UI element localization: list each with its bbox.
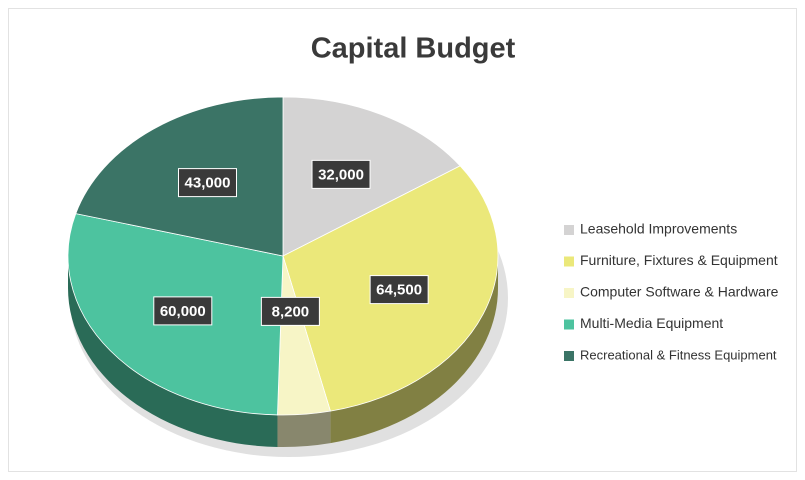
data-label: 32,000: [318, 166, 364, 183]
data-label: 64,500: [376, 282, 422, 299]
chart-title: Capital Budget: [311, 33, 516, 65]
label-bg: [177, 168, 237, 198]
legend-label: Recreational & Fitness Equipment: [580, 347, 777, 362]
data-label: 60,000: [160, 303, 206, 320]
label-bg: [153, 296, 213, 326]
legend-swatch: [564, 351, 574, 361]
slice: [282, 96, 461, 257]
label-bg: [311, 159, 371, 189]
legend-label: Multi-Media Equipment: [580, 315, 723, 331]
slice-side: [330, 256, 498, 444]
data-label: 43,000: [185, 175, 231, 192]
label-bg: [260, 296, 320, 326]
legend-swatch: [564, 225, 574, 235]
slice-side: [68, 256, 278, 447]
data-label: 8,200: [272, 303, 310, 320]
legend-swatch: [564, 288, 574, 298]
legend-swatch: [564, 319, 574, 330]
label-bg: [369, 275, 429, 305]
legend-label: Computer Software & Hardware: [580, 284, 779, 300]
legend-label: Leasehold Improvements: [580, 221, 737, 237]
legend-label: Furniture, Fixtures & Equipment: [580, 252, 778, 268]
slice-side: [277, 411, 331, 447]
legend-swatch: [564, 256, 574, 267]
